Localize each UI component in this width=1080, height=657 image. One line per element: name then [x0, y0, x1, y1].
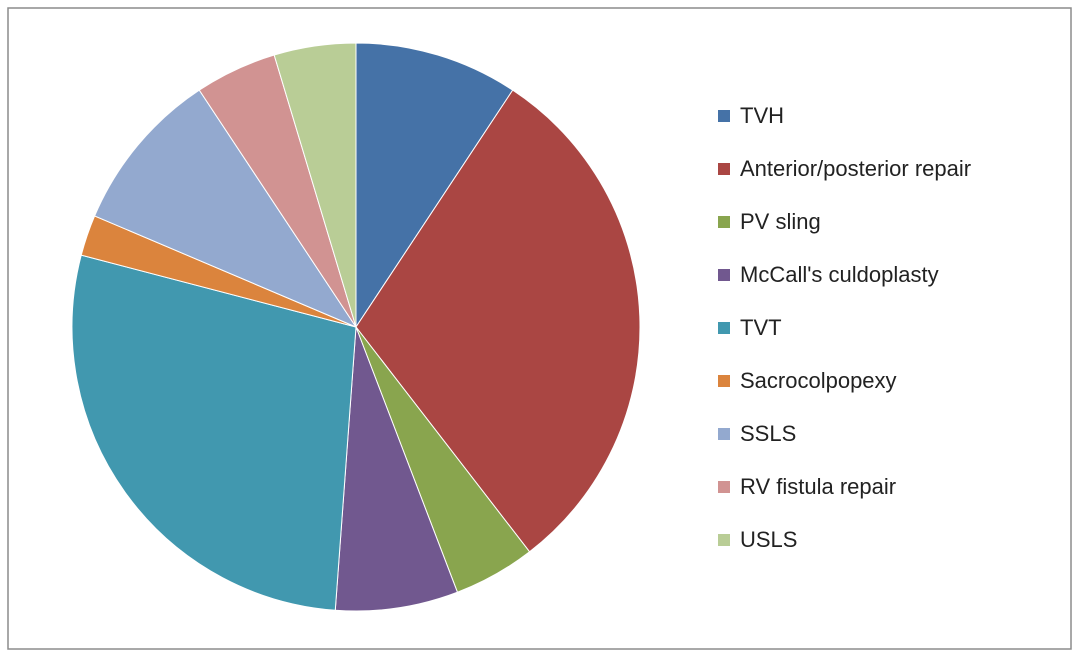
- legend-swatch: [718, 322, 730, 334]
- pie-slice: [71, 254, 357, 611]
- pie-slice: [355, 89, 641, 553]
- legend-swatch: [718, 481, 730, 493]
- legend-label: TVT: [740, 315, 782, 340]
- pie-slice: [93, 89, 358, 329]
- legend-label: TVH: [740, 103, 784, 128]
- legend-label: SSLS: [740, 421, 796, 446]
- legend-swatch: [718, 375, 730, 387]
- legend-label: USLS: [740, 527, 797, 552]
- legend-swatch: [718, 163, 730, 175]
- pie-slice: [273, 42, 357, 328]
- legend-swatch: [718, 269, 730, 281]
- legend-label: McCall's culdoplasty: [740, 262, 939, 287]
- legend-swatch: [718, 216, 730, 228]
- legend-swatch: [718, 110, 730, 122]
- pie-slice: [355, 42, 514, 329]
- legend-label: Sacrocolpopexy: [740, 368, 897, 393]
- legend-label: Anterior/posterior repair: [740, 156, 971, 181]
- legend-label: RV fistula repair: [740, 474, 896, 499]
- pie-slice: [334, 326, 459, 612]
- legend-swatch: [718, 534, 730, 546]
- legend-label: PV sling: [740, 209, 821, 234]
- legend-swatch: [718, 428, 730, 440]
